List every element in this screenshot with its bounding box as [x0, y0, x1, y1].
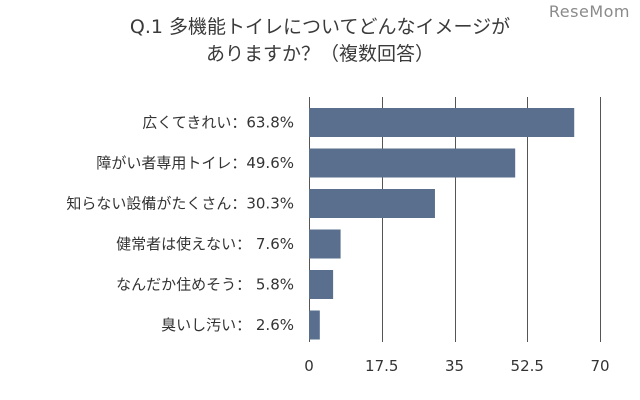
x-axis-tick-labels: 0 17.5 35 52.5 70: [304, 357, 609, 375]
watermark-logo: ReseMom: [548, 2, 630, 21]
x-tick-label: 0: [304, 357, 314, 375]
x-tick-label: 17.5: [365, 357, 398, 375]
x-tick-label: 70: [590, 357, 609, 375]
bar: [309, 108, 575, 137]
chart-title: Q.1 多機能トイレについてどんなイメージが ありますか？（複数回答）: [0, 14, 640, 68]
category-label: 障がい者専用トイレ：49.6%: [96, 154, 294, 172]
bar: [309, 229, 341, 259]
category-label: 健常者は使えない： 7.6%: [116, 235, 294, 253]
x-tick-label: 35: [445, 357, 464, 375]
bar: [309, 148, 516, 178]
category-labels: 広くてきれい：63.8% 障がい者専用トイレ：49.6% 知らない設備がたくさん：3…: [66, 114, 294, 335]
category-label: なんだか住めそう： 5.8%: [116, 276, 294, 294]
category-label: 臭いし汚い： 2.6%: [161, 316, 294, 334]
bar: [309, 310, 320, 340]
chart-title-line-2: ありますか？（複数回答）: [205, 43, 434, 65]
bar: [309, 189, 435, 218]
bar: [309, 270, 334, 299]
gridlines: [309, 97, 601, 342]
bars: [309, 108, 575, 340]
category-label: 広くてきれい：63.8%: [142, 114, 294, 132]
x-tick-label: 52.5: [511, 357, 544, 375]
category-label: 知らない設備がたくさん：30.3%: [66, 195, 294, 213]
chart-title-line-1: Q.1 多機能トイレについてどんなイメージが: [129, 16, 511, 38]
